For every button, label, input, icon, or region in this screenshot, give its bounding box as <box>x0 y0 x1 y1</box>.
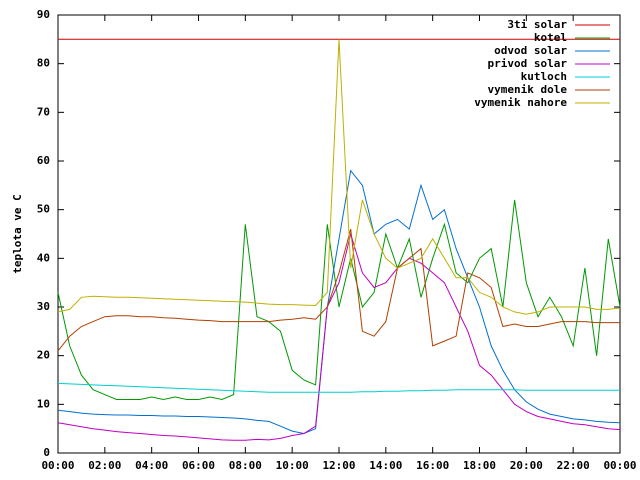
legend-label: privod solar <box>488 57 568 70</box>
x-tick-label: 02:00 <box>88 459 121 472</box>
x-tick-label: 00:00 <box>603 459 636 472</box>
y-tick-label: 70 <box>37 105 50 118</box>
y-tick-label: 40 <box>37 251 50 264</box>
legend-label: odvod solar <box>494 44 567 57</box>
legend-label: vymenik nahore <box>474 96 567 109</box>
x-tick-label: 04:00 <box>135 459 168 472</box>
x-tick-label: 14:00 <box>369 459 402 472</box>
y-tick-label: 80 <box>37 57 50 70</box>
series-line <box>57 169 621 435</box>
y-tick-label: 30 <box>37 300 50 313</box>
x-tick-label: 16:00 <box>416 459 449 472</box>
legend-label: kotel <box>534 31 567 44</box>
series-line <box>57 228 620 352</box>
y-tick-label: 90 <box>37 8 50 21</box>
legend-label: kutloch <box>521 70 567 83</box>
x-tick-label: 10:00 <box>276 459 309 472</box>
x-tick-label: 18:00 <box>463 459 496 472</box>
series-line <box>57 382 620 393</box>
y-tick-label: 10 <box>37 397 50 410</box>
x-tick-label: 22:00 <box>557 459 590 472</box>
series-line <box>57 232 621 441</box>
x-tick-label: 06:00 <box>182 459 215 472</box>
series-line <box>57 199 621 401</box>
y-tick-label: 20 <box>37 349 50 362</box>
y-axis-label: teplota ve C <box>11 194 24 273</box>
y-tick-label: 50 <box>37 203 50 216</box>
x-tick-label: 20:00 <box>510 459 543 472</box>
series-line <box>57 39 621 315</box>
x-tick-label: 08:00 <box>229 459 262 472</box>
x-tick-label: 12:00 <box>322 459 355 472</box>
legend-label: 3ti solar <box>507 18 567 31</box>
y-tick-label: 60 <box>37 154 50 167</box>
x-tick-label: 00:00 <box>41 459 74 472</box>
legend-label: vymenik dole <box>488 83 568 96</box>
y-tick-label: 0 <box>43 446 50 459</box>
